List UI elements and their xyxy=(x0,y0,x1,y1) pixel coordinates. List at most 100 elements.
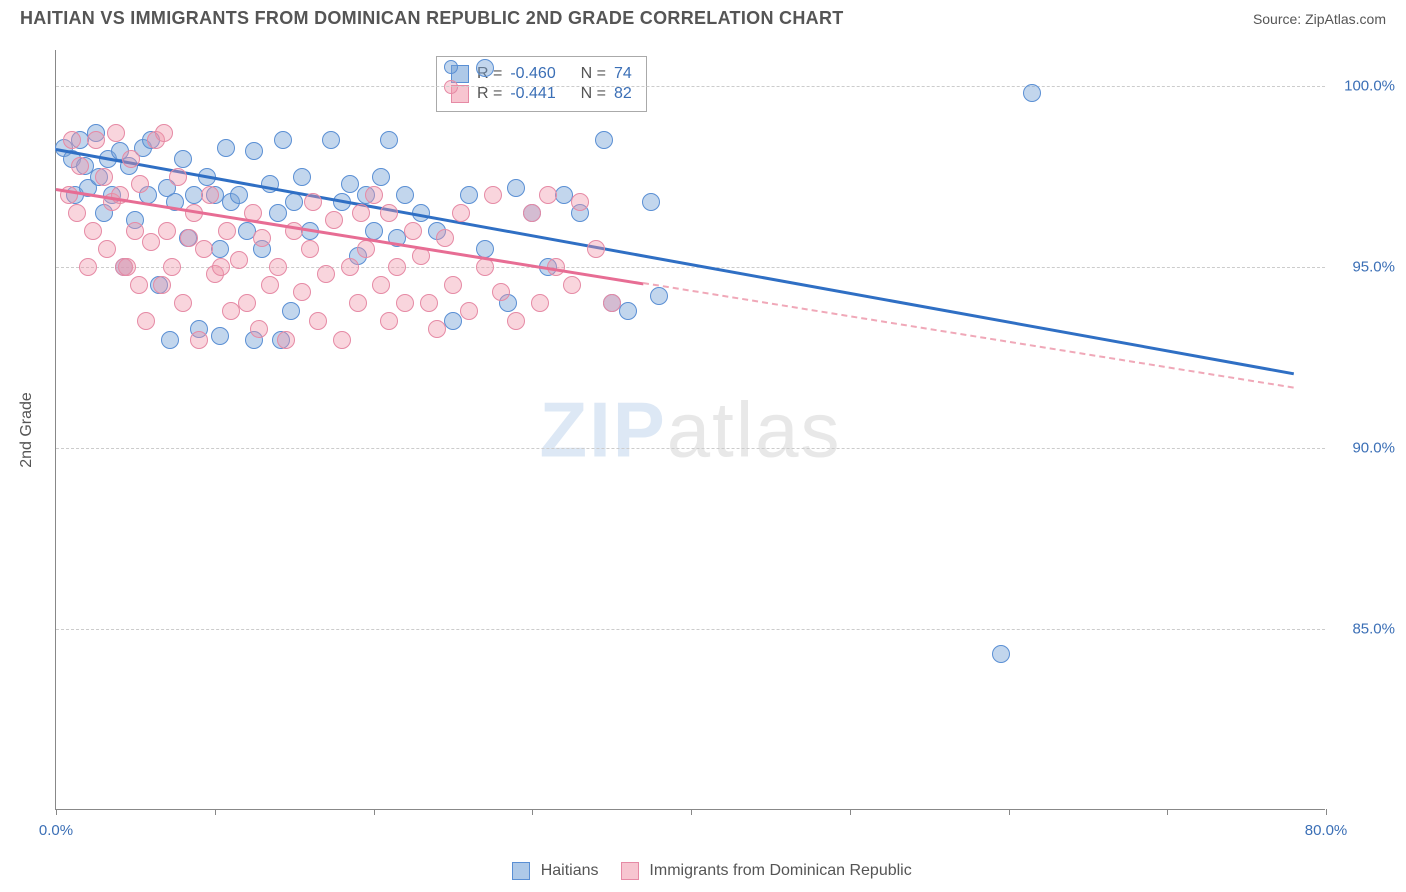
y-axis-label: 2nd Grade xyxy=(18,392,36,468)
scatter-point xyxy=(476,59,494,77)
scatter-point xyxy=(420,294,438,312)
scatter-point xyxy=(341,258,359,276)
scatter-point xyxy=(372,276,390,294)
scatter-point xyxy=(444,312,462,330)
scatter-point xyxy=(396,294,414,312)
stat-marker-blue xyxy=(444,60,458,74)
xtick-label: 80.0% xyxy=(1305,822,1348,839)
scatter-point xyxy=(309,312,327,330)
watermark-atlas: atlas xyxy=(667,385,842,473)
scatter-point xyxy=(174,294,192,312)
scatter-point xyxy=(238,294,256,312)
scatter-point xyxy=(523,204,541,222)
ytick-label: 95.0% xyxy=(1335,259,1395,276)
scatter-point xyxy=(325,211,343,229)
scatter-point xyxy=(428,320,446,338)
xtick xyxy=(374,809,375,815)
xtick xyxy=(1326,809,1327,815)
scatter-point xyxy=(388,258,406,276)
xtick xyxy=(532,809,533,815)
xtick xyxy=(1167,809,1168,815)
scatter-point xyxy=(131,175,149,193)
scatter-point xyxy=(250,320,268,338)
scatter-point xyxy=(507,179,525,197)
n-value: 82 xyxy=(614,85,632,103)
scatter-point xyxy=(992,645,1010,663)
xtick xyxy=(850,809,851,815)
scatter-point xyxy=(68,204,86,222)
legend-label-dominican: Immigrants from Dominican Republic xyxy=(649,862,911,879)
scatter-point xyxy=(84,222,102,240)
scatter-point xyxy=(142,233,160,251)
n-label: N = xyxy=(581,65,606,83)
source-name: ZipAtlas.com xyxy=(1305,11,1386,27)
chart-header: HAITIAN VS IMMIGRANTS FROM DOMINICAN REP… xyxy=(0,0,1406,29)
scatter-point xyxy=(211,327,229,345)
scatter-point xyxy=(169,168,187,186)
scatter-point xyxy=(158,222,176,240)
scatter-point xyxy=(357,240,375,258)
xtick xyxy=(215,809,216,815)
xtick xyxy=(56,809,57,815)
scatter-point xyxy=(452,204,470,222)
scatter-point xyxy=(130,276,148,294)
scatter-chart: ZIPatlas R = -0.460 N = 74 R = -0.441 N … xyxy=(55,50,1325,810)
legend-square-blue xyxy=(512,862,530,880)
trend-line-dashed xyxy=(643,282,1294,389)
scatter-point xyxy=(404,222,422,240)
bottom-legend: Haitians Immigrants from Dominican Repub… xyxy=(0,862,1406,880)
scatter-point xyxy=(380,131,398,149)
scatter-point xyxy=(63,131,81,149)
xtick xyxy=(691,809,692,815)
scatter-point xyxy=(380,204,398,222)
scatter-point xyxy=(460,302,478,320)
scatter-point xyxy=(269,258,287,276)
scatter-point xyxy=(87,131,105,149)
scatter-point xyxy=(595,131,613,149)
scatter-point xyxy=(642,193,660,211)
source-label: Source: xyxy=(1253,11,1305,27)
scatter-point xyxy=(293,168,311,186)
scatter-point xyxy=(274,131,292,149)
scatter-point xyxy=(261,276,279,294)
scatter-point xyxy=(126,222,144,240)
scatter-point xyxy=(161,331,179,349)
scatter-point xyxy=(285,193,303,211)
scatter-point xyxy=(230,251,248,269)
scatter-point xyxy=(484,186,502,204)
correlation-stat-box: R = -0.460 N = 74 R = -0.441 N = 82 xyxy=(436,56,647,112)
scatter-point xyxy=(436,229,454,247)
scatter-point xyxy=(230,186,248,204)
r-value: -0.441 xyxy=(510,85,555,103)
watermark-zip: ZIP xyxy=(539,385,666,473)
scatter-point xyxy=(380,312,398,330)
scatter-point xyxy=(212,258,230,276)
scatter-point xyxy=(195,240,213,258)
watermark: ZIPatlas xyxy=(539,384,841,475)
scatter-point xyxy=(107,124,125,142)
n-label: N = xyxy=(581,85,606,103)
stat-row-dominican: R = -0.441 N = 82 xyxy=(451,85,632,103)
r-value: -0.460 xyxy=(510,65,555,83)
xtick-label: 0.0% xyxy=(39,822,73,839)
scatter-point xyxy=(293,283,311,301)
chart-title: HAITIAN VS IMMIGRANTS FROM DOMINICAN REP… xyxy=(20,8,844,29)
scatter-point xyxy=(201,186,219,204)
scatter-point xyxy=(365,186,383,204)
gridline xyxy=(56,448,1325,449)
scatter-point xyxy=(95,168,113,186)
ytick-label: 85.0% xyxy=(1335,621,1395,638)
scatter-point xyxy=(492,283,510,301)
scatter-point xyxy=(304,193,322,211)
ytick-label: 90.0% xyxy=(1335,440,1395,457)
scatter-point xyxy=(211,240,229,258)
gridline xyxy=(56,267,1325,268)
scatter-point xyxy=(539,186,557,204)
scatter-point xyxy=(571,193,589,211)
scatter-point xyxy=(155,124,173,142)
scatter-point xyxy=(507,312,525,330)
legend-square-pink xyxy=(621,862,639,880)
gridline xyxy=(56,86,1325,87)
scatter-point xyxy=(333,331,351,349)
legend-label-haitians: Haitians xyxy=(541,862,599,879)
